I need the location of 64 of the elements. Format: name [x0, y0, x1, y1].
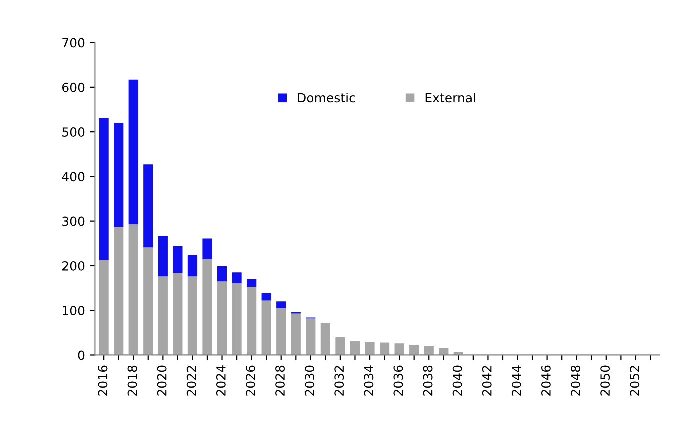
bar: [128, 224, 138, 356]
bar: [306, 318, 316, 356]
bar: [232, 283, 242, 356]
bar: [99, 118, 109, 260]
y-tick-label: 100: [62, 306, 85, 316]
bar: [188, 276, 198, 356]
bar: [144, 164, 154, 248]
x-tick-label: 2050: [600, 366, 610, 396]
x-tick-label: 2016: [98, 366, 108, 396]
y-tick-label: 500: [62, 128, 85, 137]
bar: [128, 80, 138, 224]
bar: [262, 293, 272, 301]
bar: [173, 273, 183, 356]
bar: [380, 342, 390, 356]
bar: [114, 227, 124, 356]
y-tick-label: 600: [62, 82, 85, 92]
y-tick-label: 200: [62, 261, 85, 271]
x-tick-label: 2030: [305, 366, 315, 396]
x-tick-label: 2026: [246, 366, 256, 396]
y-tick-label: 0: [78, 350, 85, 360]
bar: [320, 323, 330, 356]
bar: [99, 260, 109, 356]
x-tick-label: 2040: [452, 366, 462, 396]
bar: [158, 236, 168, 277]
x-tick-label: 2038: [423, 366, 433, 396]
bar: [247, 286, 257, 356]
x-tick-label: 2044: [512, 366, 522, 396]
x-tick-label: 2042: [482, 366, 492, 396]
x-tick-label: 2048: [571, 366, 580, 396]
x-tick-label: 2018: [128, 366, 138, 396]
bar: [394, 344, 404, 356]
bar: [262, 300, 272, 356]
bar: [410, 344, 420, 356]
legend-label: Domestic: [298, 92, 356, 103]
bar: [247, 279, 257, 287]
y-tick-label: 700: [62, 38, 85, 48]
bar: [188, 255, 198, 277]
bar: [291, 314, 301, 356]
x-tick-label: 2032: [334, 366, 344, 396]
bar: [217, 282, 228, 356]
x-tick-label: 2034: [364, 366, 374, 396]
y-tick-label: 300: [62, 216, 85, 226]
y-tick-label: 400: [62, 172, 85, 182]
bar: [217, 266, 228, 282]
bar: [202, 238, 212, 260]
x-tick-label: 2052: [630, 366, 640, 396]
x-tick-label: 2036: [394, 366, 404, 396]
x-tick-label: 2022: [186, 366, 196, 396]
bar: [114, 123, 124, 228]
bar: [276, 308, 286, 356]
bar: [232, 272, 242, 284]
legend-label: External: [426, 92, 476, 103]
x-tick-label: 2046: [541, 366, 551, 396]
bar: [144, 248, 154, 356]
bar: [365, 342, 375, 356]
x-tick-label: 2020: [157, 366, 167, 396]
bar: [173, 246, 183, 274]
bar: [336, 337, 346, 356]
bar: [276, 302, 286, 308]
x-tick-label: 2024: [216, 366, 226, 396]
bar: [202, 259, 212, 356]
x-tick-label: 2028: [276, 366, 285, 396]
bar: [350, 341, 360, 356]
bar: [158, 276, 168, 356]
